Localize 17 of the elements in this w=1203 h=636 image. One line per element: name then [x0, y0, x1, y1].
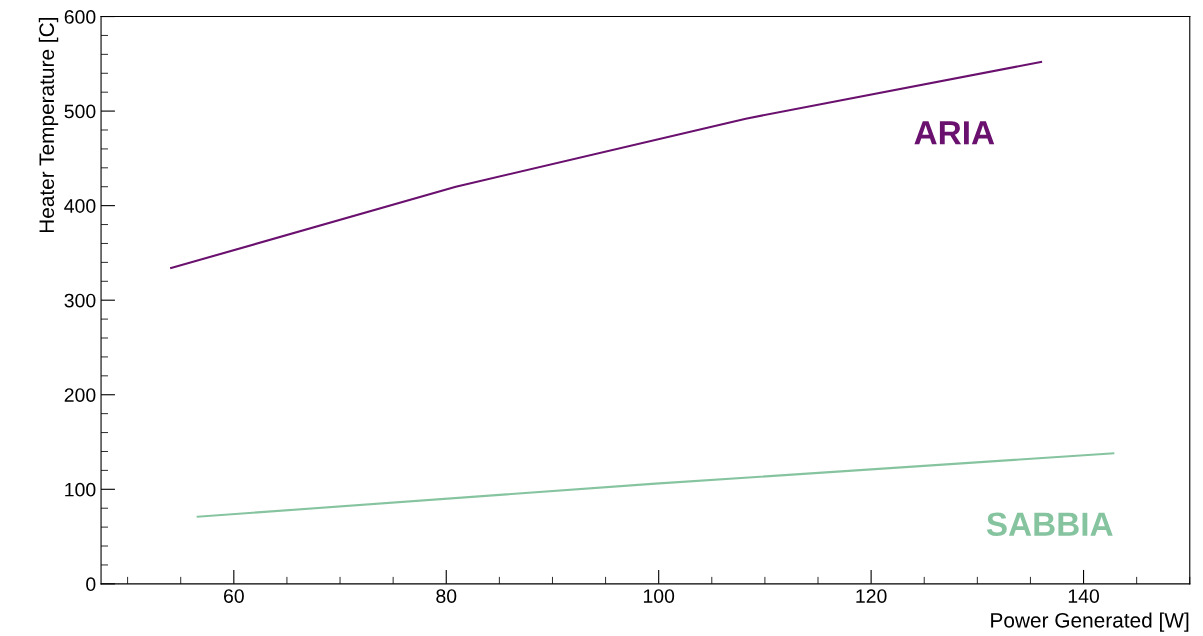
- y-tick-label: 300: [64, 293, 96, 308]
- x-tick-label: 120: [856, 589, 887, 603]
- y-tick-label: 100: [65, 482, 96, 497]
- y-tick-label: 200: [64, 388, 96, 402]
- y-tick-label: 400: [64, 199, 96, 213]
- y-tick-label: 0: [86, 577, 96, 592]
- x-tick-label: 60: [224, 589, 244, 603]
- line-series: [170, 60, 1043, 270]
- y-axis-title: Heater Temperature [C]: [38, 18, 59, 233]
- x-axis-title: Power Generated [W]: [991, 612, 1189, 632]
- x-tick-label: 80: [436, 589, 457, 603]
- x-tick-label: 140: [1068, 589, 1100, 603]
- y-tick-label: 500: [64, 104, 96, 119]
- x-tick-label: 100: [643, 589, 675, 603]
- series-label: SABBIA: [986, 512, 1113, 537]
- series-label: ARIA: [914, 121, 995, 145]
- y-tick-label: 600: [64, 10, 96, 24]
